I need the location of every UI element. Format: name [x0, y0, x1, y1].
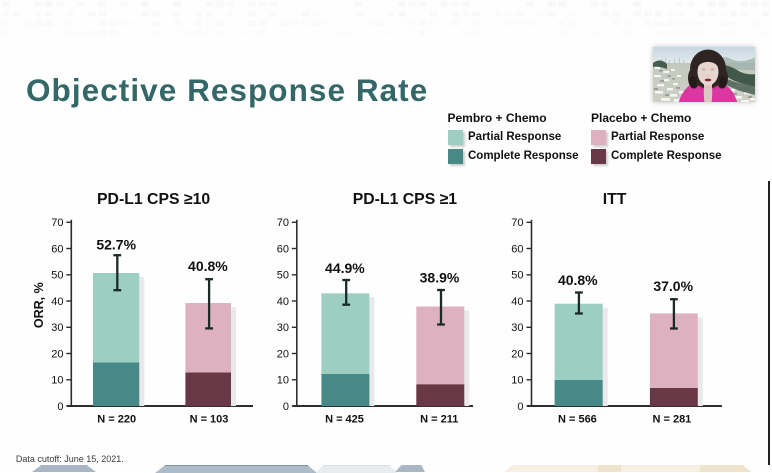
svg-text:40: 40 — [277, 296, 289, 308]
svg-text:N = 281: N = 281 — [652, 413, 691, 425]
svg-text:50: 50 — [277, 270, 289, 282]
svg-text:60: 60 — [277, 243, 289, 255]
svg-text:37.0%: 37.0% — [653, 278, 693, 294]
svg-text:30: 30 — [277, 322, 289, 334]
svg-text:50: 50 — [51, 270, 63, 282]
svg-text:70: 70 — [51, 217, 63, 229]
svg-text:20: 20 — [51, 348, 63, 360]
svg-text:0: 0 — [283, 401, 289, 413]
svg-text:N = 103: N = 103 — [190, 413, 229, 425]
svg-text:10: 10 — [511, 375, 523, 387]
svg-text:0: 0 — [57, 401, 63, 413]
svg-text:N = 566: N = 566 — [558, 413, 597, 425]
svg-text:70: 70 — [277, 217, 289, 229]
svg-text:N = 425: N = 425 — [325, 413, 364, 425]
svg-text:30: 30 — [51, 322, 63, 334]
svg-text:70: 70 — [511, 217, 523, 229]
svg-text:ORR, %: ORR, % — [32, 282, 46, 328]
svg-text:20: 20 — [511, 348, 523, 360]
svg-text:60: 60 — [51, 243, 63, 255]
svg-text:50: 50 — [511, 270, 523, 282]
svg-text:60: 60 — [511, 243, 523, 255]
svg-text:PD-L1 CPS ≥10: PD-L1 CPS ≥10 — [97, 191, 210, 208]
svg-text:PD-L1 CPS ≥1: PD-L1 CPS ≥1 — [353, 191, 458, 208]
svg-text:0: 0 — [517, 401, 523, 413]
svg-text:40.8%: 40.8% — [558, 272, 598, 288]
svg-text:38.9%: 38.9% — [420, 269, 460, 285]
svg-text:40: 40 — [51, 296, 63, 308]
svg-text:N = 211: N = 211 — [420, 413, 458, 425]
svg-text:10: 10 — [277, 375, 289, 387]
svg-text:40: 40 — [511, 296, 523, 308]
svg-text:10: 10 — [51, 375, 63, 387]
svg-text:44.9%: 44.9% — [325, 260, 365, 276]
svg-text:20: 20 — [277, 348, 289, 360]
svg-text:40.8%: 40.8% — [188, 258, 228, 274]
svg-text:N = 220: N = 220 — [97, 413, 136, 425]
svg-text:ITT: ITT — [603, 191, 627, 208]
svg-text:30: 30 — [511, 322, 523, 334]
svg-text:52.7%: 52.7% — [96, 236, 136, 252]
